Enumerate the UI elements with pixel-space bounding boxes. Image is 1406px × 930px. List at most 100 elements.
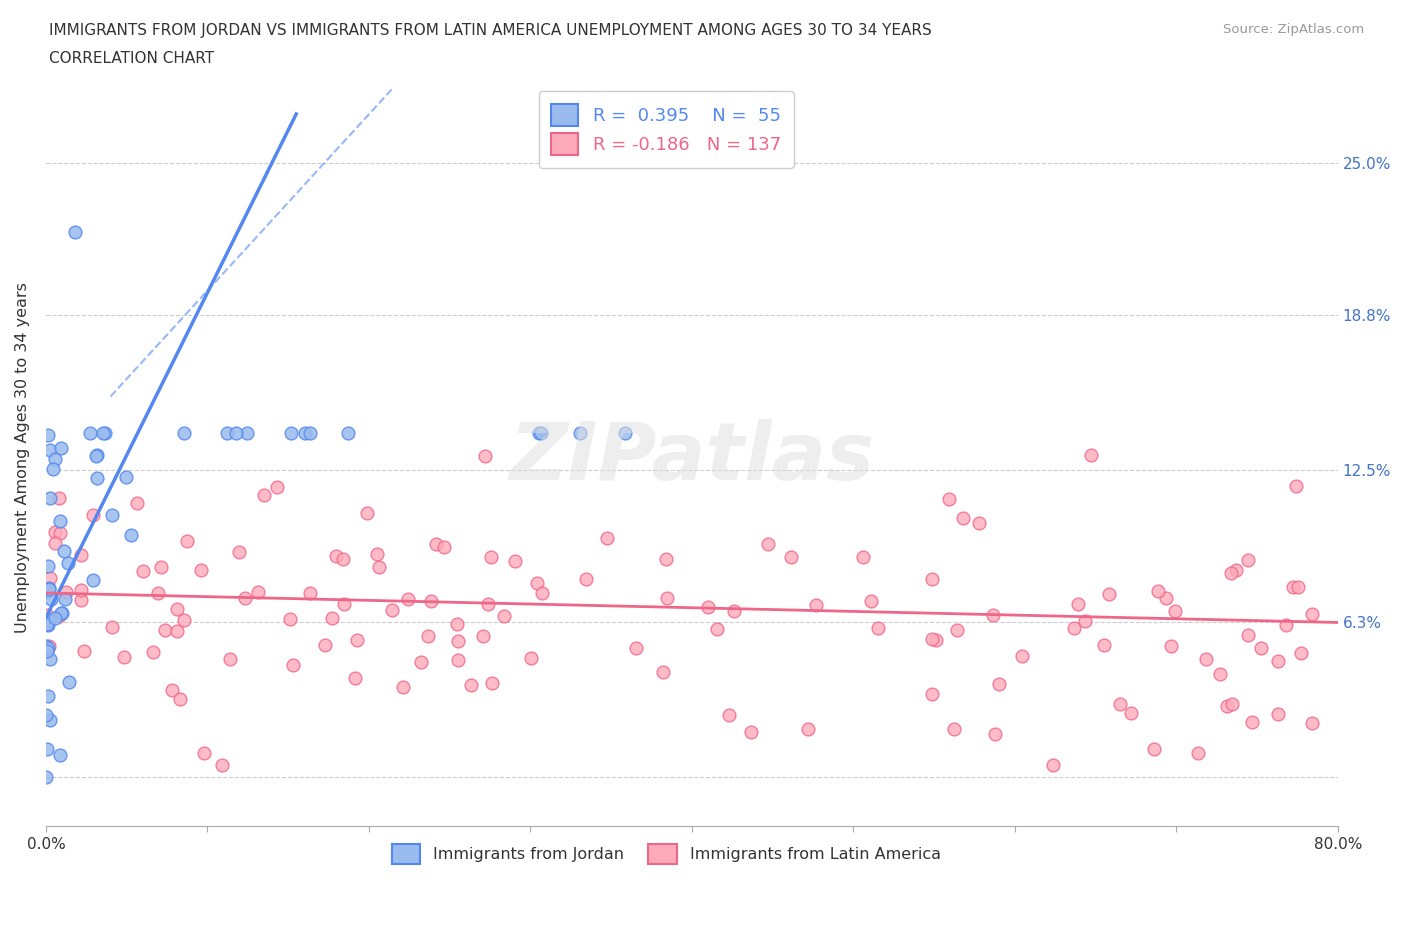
Point (1042, 758, 1064, 773)
Point (943, 722, 966, 737)
Point (127, 496, 149, 511)
Point (35, 708, 58, 723)
Point (146, 586, 169, 601)
Point (392, 680, 415, 695)
Point (314, 637, 336, 652)
Point (38, 639, 60, 654)
Point (1011, 648, 1033, 663)
Point (596, 531, 619, 546)
Point (49, 525, 72, 540)
Point (1080, 448, 1102, 463)
Point (299, 585, 322, 600)
Point (868, 620, 890, 635)
Point (503, 554, 526, 569)
Point (294, 426, 316, 441)
Point (55, 585, 77, 600)
Point (1286, 579, 1309, 594)
Point (169, 692, 191, 707)
Point (58, 674, 80, 689)
Point (433, 539, 456, 554)
Point (37, 689, 59, 704)
Point (1187, 746, 1209, 761)
Point (921, 631, 943, 646)
Point (460, 677, 482, 692)
Point (860, 593, 883, 608)
Point (706, 622, 728, 637)
Point (852, 550, 875, 565)
Point (280, 426, 302, 441)
Point (211, 758, 233, 773)
Point (614, 426, 637, 441)
Point (150, 560, 173, 575)
Point (479, 550, 502, 565)
Point (984, 727, 1007, 742)
Point (218, 651, 240, 666)
Point (529, 426, 551, 441)
Point (988, 677, 1011, 692)
Text: CORRELATION CHART: CORRELATION CHART (49, 51, 214, 66)
Point (1119, 706, 1142, 721)
Point (921, 572, 943, 587)
Point (63, 224, 86, 239)
Point (526, 576, 548, 591)
Y-axis label: Unemployment Among Ages 30 to 34 years: Unemployment Among Ages 30 to 34 years (15, 283, 30, 633)
Point (409, 655, 432, 670)
Point (981, 608, 1004, 623)
Point (283, 658, 305, 672)
Point (740, 725, 762, 740)
Point (35, 584, 58, 599)
Point (142, 644, 165, 659)
Point (84, 449, 107, 464)
Legend: Immigrants from Jordan, Immigrants from Latin America: Immigrants from Jordan, Immigrants from … (385, 838, 946, 870)
Point (336, 426, 359, 441)
Point (38, 570, 60, 585)
Point (101, 619, 124, 634)
Point (780, 549, 803, 564)
Point (82, 572, 104, 587)
Point (70, 592, 93, 607)
Point (44, 452, 66, 467)
Point (477, 596, 499, 611)
Text: IMMIGRANTS FROM JORDAN VS IMMIGRANTS FROM LATIN AMERICA UNEMPLOYMENT AMONG AGES : IMMIGRANTS FROM JORDAN VS IMMIGRANTS FRO… (49, 23, 932, 38)
Point (82, 507, 104, 522)
Point (367, 559, 389, 574)
Point (1066, 596, 1088, 611)
Point (132, 564, 155, 578)
Point (569, 426, 592, 441)
Point (333, 596, 356, 611)
Point (425, 537, 447, 551)
Point (1219, 565, 1241, 580)
Point (655, 591, 678, 605)
Point (396, 591, 419, 606)
Point (225, 426, 247, 441)
Point (91, 426, 114, 441)
Point (233, 591, 256, 605)
Point (73, 644, 96, 658)
Text: ZIPatlas: ZIPatlas (509, 418, 875, 497)
Point (39, 712, 62, 727)
Point (49, 514, 72, 529)
Point (235, 426, 257, 441)
Point (190, 563, 212, 578)
Point (48, 490, 70, 505)
Point (938, 491, 960, 506)
Point (37, 428, 59, 443)
Point (1164, 604, 1187, 618)
Point (112, 649, 135, 664)
Point (530, 426, 553, 441)
Point (115, 470, 138, 485)
Point (446, 617, 468, 631)
Point (86, 471, 108, 485)
Point (52, 544, 75, 559)
Point (969, 516, 991, 531)
Point (37, 618, 59, 632)
Point (416, 629, 439, 644)
Point (696, 600, 718, 615)
Point (1092, 637, 1115, 652)
Point (176, 534, 198, 549)
Point (626, 640, 648, 655)
Point (1225, 563, 1247, 578)
Point (173, 613, 195, 628)
Point (42, 461, 65, 476)
Text: Source: ZipAtlas.com: Source: ZipAtlas.com (1223, 23, 1364, 36)
